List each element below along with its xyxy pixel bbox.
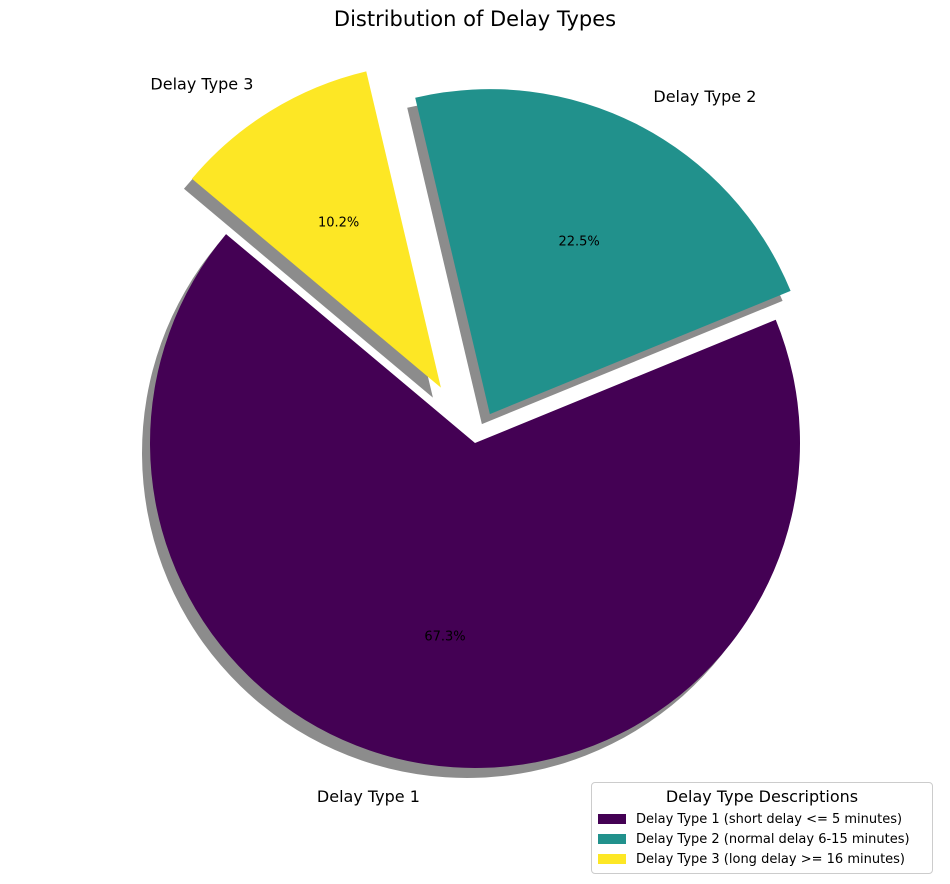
slice-label-delay-type-3: Delay Type 3 xyxy=(150,74,253,93)
legend-label: Delay Type 3 (long delay >= 16 minutes) xyxy=(636,851,906,867)
slice-label-delay-type-1: Delay Type 1 xyxy=(317,787,420,806)
pie-slice-delay-type-1 xyxy=(150,234,801,768)
pie-slice-delay-type-3 xyxy=(191,71,441,388)
legend-item-delay-type-3: Delay Type 3 (long delay >= 16 minutes) xyxy=(598,849,932,869)
slice-percent-delay-type-1: 67.3% xyxy=(424,630,465,645)
legend-label: Delay Type 1 (short delay <= 5 minutes) xyxy=(636,811,903,827)
legend-item-delay-type-2: Delay Type 2 (normal delay 6-15 minutes) xyxy=(598,829,932,849)
legend: Delay Type Descriptions Delay Type 1 (sh… xyxy=(591,782,933,874)
slice-percent-delay-type-2: 22.5% xyxy=(558,235,599,250)
pie-slice-delay-type-2 xyxy=(415,89,791,415)
slice-labels: Delay Type 1 67.3% Delay Type 2 22.5% Delay … xyxy=(150,74,756,806)
legend-swatch xyxy=(598,834,626,844)
legend-label: Delay Type 2 (normal delay 6-15 minutes) xyxy=(636,831,910,847)
chart-title: Distribution of Delay Types xyxy=(334,7,616,31)
pie-slices xyxy=(150,71,801,768)
legend-item-delay-type-1: Delay Type 1 (short delay <= 5 minutes) xyxy=(598,809,932,829)
legend-swatch xyxy=(598,854,626,864)
legend-swatch xyxy=(598,814,626,824)
legend-title: Delay Type Descriptions xyxy=(665,787,859,806)
slice-percent-delay-type-3: 10.2% xyxy=(318,216,359,231)
slice-label-delay-type-2: Delay Type 2 xyxy=(653,87,756,106)
